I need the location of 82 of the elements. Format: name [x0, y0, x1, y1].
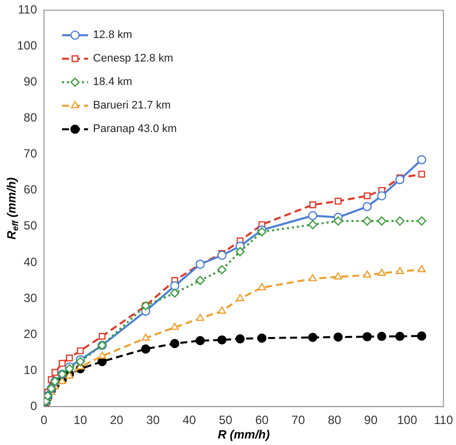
legend-label: Barueri 21.7 km [93, 100, 171, 112]
x-tick-label: 30 [146, 413, 160, 428]
point [308, 211, 318, 220]
y-tick-label: 20 [24, 326, 38, 341]
x-tick-label: 70 [292, 413, 306, 428]
point [364, 192, 371, 200]
point [308, 274, 317, 282]
point [417, 155, 426, 164]
y-axis-title: Reff (mm/h) [4, 177, 20, 240]
point [76, 347, 84, 354]
x-tick-label: 100 [397, 413, 418, 428]
point [258, 283, 266, 290]
point [309, 201, 316, 208]
y-tick-label: 80 [24, 110, 38, 125]
point [378, 268, 386, 276]
point [66, 354, 73, 362]
y-tick-label: 60 [24, 182, 38, 197]
y-tick-label: 10 [24, 362, 38, 377]
point [308, 220, 318, 230]
point [418, 265, 426, 272]
point [362, 216, 372, 226]
x-tick-label: 40 [182, 413, 196, 428]
y-tick-label: 90 [24, 74, 38, 89]
y-tick-label: 100 [16, 38, 38, 53]
point [141, 344, 150, 354]
y-tick-label: 40 [24, 254, 38, 269]
y-tick-label: 30 [24, 290, 38, 305]
y-tick-label: 110 [18, 2, 38, 17]
point [196, 336, 205, 346]
point [196, 276, 205, 286]
point [257, 334, 266, 343]
point [308, 332, 318, 342]
point [98, 352, 106, 359]
point [217, 335, 227, 345]
legend-label: Paranap 43.0 km [93, 123, 177, 136]
point [334, 272, 342, 280]
point [362, 332, 372, 342]
x-tick-label: 20 [110, 413, 124, 428]
point [417, 331, 426, 341]
x-tick-label: 0 [40, 413, 48, 428]
point [51, 368, 58, 376]
point [170, 322, 179, 330]
point [395, 332, 404, 341]
legend-label: 12.8 km [93, 29, 132, 42]
point [170, 288, 180, 298]
point [395, 174, 404, 184]
point [334, 332, 343, 342]
y-tick-label: 70 [24, 146, 38, 161]
point [395, 216, 404, 226]
x-tick-label: 50 [218, 413, 233, 428]
point [217, 250, 227, 260]
point [142, 334, 150, 341]
point [417, 216, 426, 226]
point [363, 270, 372, 278]
point [334, 216, 343, 226]
point [98, 332, 106, 340]
x-tick-label: 10 [74, 413, 88, 428]
legend-label: Cenesp 12.8 km [93, 52, 174, 65]
x-tick-label: 110 [434, 413, 454, 428]
point [236, 294, 244, 302]
point [196, 314, 204, 321]
point [377, 216, 386, 226]
point [218, 306, 226, 314]
point [170, 338, 180, 348]
point [58, 360, 66, 367]
point [217, 265, 227, 274]
legend-label: 18.4 km [93, 76, 132, 88]
y-tick-label: 50 [24, 218, 38, 233]
point [170, 281, 180, 290]
x-axis-title: R (mm/h) [218, 427, 270, 442]
x-tick-label: 60 [255, 413, 269, 428]
x-tick-label: 80 [328, 413, 342, 428]
point [334, 198, 342, 205]
point [377, 332, 386, 341]
point [396, 266, 404, 274]
point [418, 170, 426, 178]
point [235, 334, 245, 344]
y-tick-label: 0 [30, 398, 38, 413]
point [362, 202, 372, 212]
x-tick-label: 90 [364, 413, 378, 428]
point [377, 191, 386, 200]
point [235, 247, 245, 256]
